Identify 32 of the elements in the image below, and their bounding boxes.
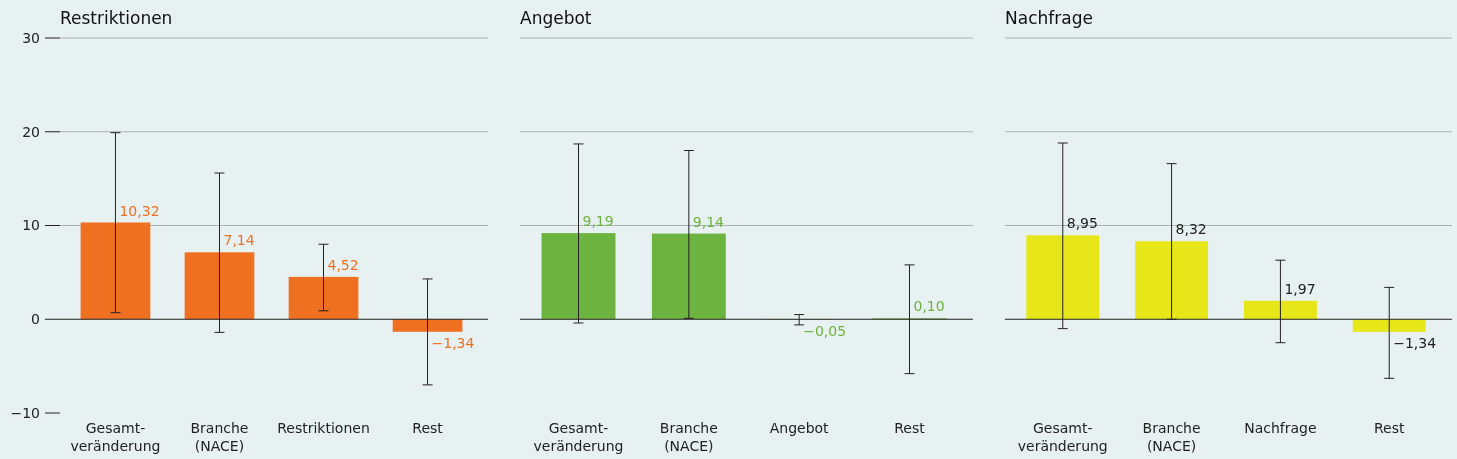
data-label: 10,32 xyxy=(119,202,160,219)
y-tick-label: −10 xyxy=(10,404,40,421)
data-label: 8,32 xyxy=(1175,221,1207,238)
x-tick-label: Rest xyxy=(894,420,926,436)
data-label: 1,97 xyxy=(1284,280,1316,297)
x-tick-label: Branche (NACE) xyxy=(1142,420,1201,454)
x-tick-label: Gesamt- veränderung xyxy=(70,420,161,454)
x-tick-label: Restriktionen xyxy=(277,420,370,436)
data-label: −1,34 xyxy=(431,334,475,351)
x-tick-label: Gesamt- veränderung xyxy=(533,420,624,454)
x-tick-label: Branche (NACE) xyxy=(659,420,718,454)
data-label: 4,52 xyxy=(327,256,359,273)
data-label: −0,05 xyxy=(803,322,847,339)
chart-title: Restriktionen xyxy=(60,8,173,28)
x-tick-label: Nachfrage xyxy=(1244,420,1317,436)
data-label: 9,19 xyxy=(582,213,614,230)
data-label: 9,14 xyxy=(692,213,725,230)
data-label: −1,34 xyxy=(1393,334,1437,351)
x-tick-label: Rest xyxy=(412,420,444,436)
x-tick-label: Rest xyxy=(1373,420,1405,436)
data-label: 8,95 xyxy=(1066,215,1098,232)
y-tick-label: 0 xyxy=(31,311,40,328)
x-tick-label: Branche (NACE) xyxy=(190,420,249,454)
chart-title: Angebot xyxy=(520,8,592,28)
x-tick-label: Angebot xyxy=(769,420,830,436)
chart-title: Nachfrage xyxy=(1005,8,1093,28)
y-tick-label: 20 xyxy=(22,123,40,140)
x-tick-label: Gesamt- veränderung xyxy=(1017,420,1108,454)
data-label: 0,10 xyxy=(913,298,945,315)
data-label: 7,14 xyxy=(223,232,255,249)
y-tick-label: 30 xyxy=(22,29,40,46)
y-tick-label: 10 xyxy=(22,217,40,234)
